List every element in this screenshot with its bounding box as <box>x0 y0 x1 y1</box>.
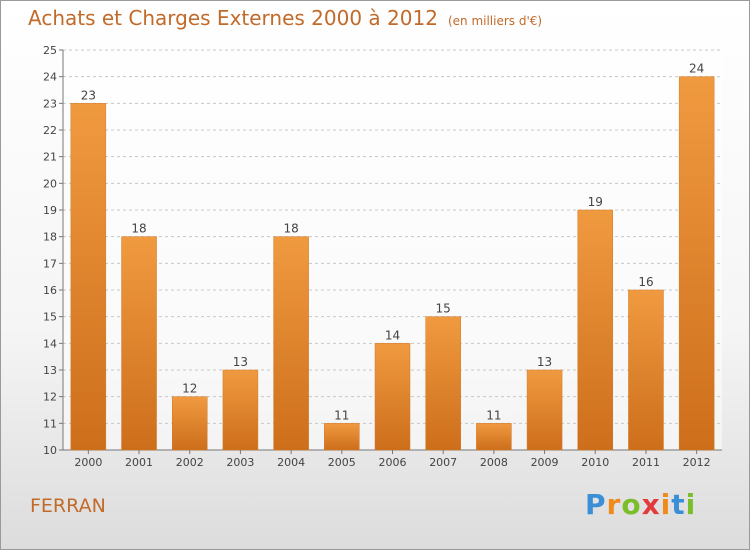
x-tick-label: 2008 <box>480 456 508 469</box>
y-tick-label: 19 <box>43 204 57 217</box>
commune-name: FERRAN <box>30 495 106 517</box>
x-tick-label: 2001 <box>125 456 153 469</box>
x-tick-label: 2002 <box>176 456 204 469</box>
bar <box>577 209 614 451</box>
chart-title: Achats et Charges Externes 2000 à 2012 <box>28 6 438 30</box>
y-tick-label: 15 <box>43 311 57 324</box>
data-label: 18 <box>131 222 146 236</box>
chart-title-block: Achats et Charges Externes 2000 à 2012 (e… <box>28 6 542 30</box>
bar <box>374 343 411 451</box>
bar <box>476 423 512 451</box>
chart-subtitle: (en milliers d'€) <box>447 14 543 28</box>
data-label: 11 <box>334 408 349 422</box>
data-label: 14 <box>385 328 400 342</box>
y-tick-label: 11 <box>43 417 57 430</box>
x-tick-label: 2010 <box>581 456 609 469</box>
logo-letter: i <box>660 488 672 521</box>
x-tick-label: 2006 <box>379 456 407 469</box>
bar <box>526 369 563 451</box>
x-tick-label: 2011 <box>632 456 660 469</box>
data-label: 15 <box>436 302 451 316</box>
data-label: 13 <box>537 355 552 369</box>
x-tick-label: 2000 <box>74 456 102 469</box>
y-tick-label: 18 <box>43 231 57 244</box>
y-tick-label: 25 <box>43 44 57 57</box>
y-tick-label: 23 <box>43 97 57 110</box>
bar <box>171 396 208 451</box>
y-tick-label: 14 <box>43 337 57 350</box>
x-tick-label: 2003 <box>226 456 254 469</box>
logo-letter: x <box>641 488 661 521</box>
data-label: 12 <box>182 382 197 396</box>
logo-letter: P <box>585 488 607 521</box>
logo-letter: r <box>606 488 622 521</box>
data-label: 24 <box>689 62 704 76</box>
bar <box>273 236 309 451</box>
data-label: 11 <box>486 408 501 422</box>
data-label: 16 <box>638 275 653 289</box>
data-label: 19 <box>588 195 603 209</box>
x-tick-label: 2009 <box>531 456 559 469</box>
x-tick-label: 2005 <box>328 456 356 469</box>
proxiti-logo: Proxiti <box>585 488 696 521</box>
logo-letter: o <box>621 488 642 521</box>
data-label: 18 <box>283 222 298 236</box>
bar <box>121 236 157 451</box>
bar <box>70 103 107 451</box>
x-tick-label: 2004 <box>277 456 305 469</box>
y-tick-label: 20 <box>43 177 57 190</box>
y-tick-label: 16 <box>43 284 57 297</box>
logo-letter: t <box>671 488 686 521</box>
y-tick-label: 12 <box>43 391 57 404</box>
y-tick-label: 22 <box>43 124 57 137</box>
x-tick-label: 2007 <box>429 456 457 469</box>
y-tick-label: 10 <box>43 444 57 457</box>
y-tick-label: 24 <box>43 71 57 84</box>
bar <box>425 316 461 451</box>
bar <box>678 76 715 451</box>
bar <box>324 423 360 451</box>
data-label: 23 <box>81 88 96 102</box>
y-tick-label: 21 <box>43 151 57 164</box>
x-tick-label: 2012 <box>683 456 711 469</box>
y-tick-label: 13 <box>43 364 57 377</box>
bar <box>222 369 259 451</box>
y-tick-label: 17 <box>43 257 57 270</box>
bar <box>628 289 664 451</box>
logo-letter: i <box>685 488 697 521</box>
data-label: 13 <box>233 355 248 369</box>
